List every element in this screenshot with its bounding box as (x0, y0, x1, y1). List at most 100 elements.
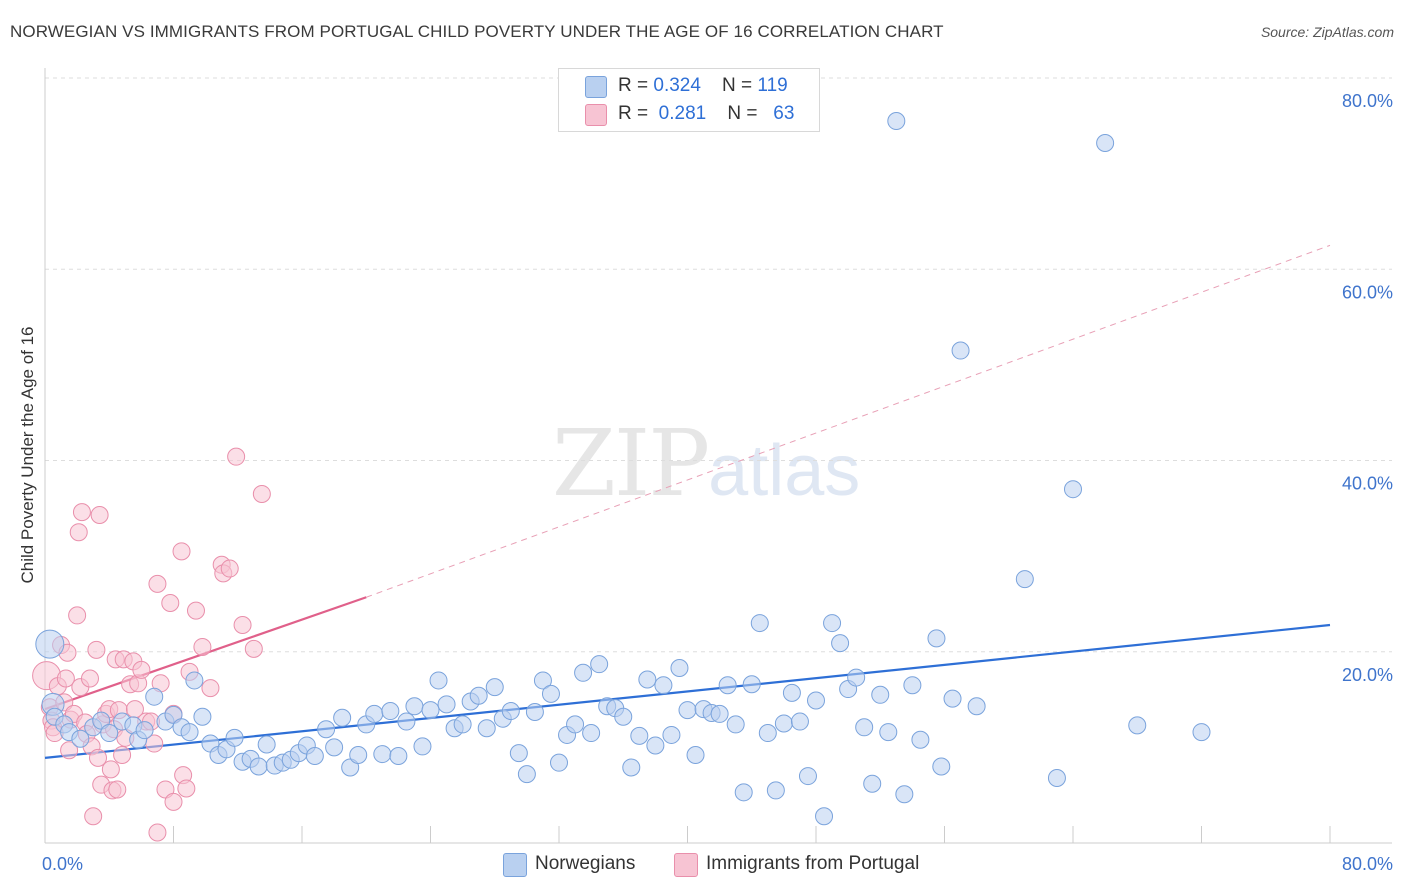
norwegian-point (823, 614, 842, 633)
norwegian-point (566, 715, 585, 734)
norwegian-point (718, 676, 737, 695)
norwegian-point (582, 724, 601, 743)
norwegian-point (654, 676, 673, 695)
norwegian-point (686, 746, 705, 765)
norwegian-point (193, 707, 212, 726)
norwegian-point (967, 697, 986, 716)
watermark: ZIPatlas (552, 410, 860, 517)
norwegian-point (71, 729, 90, 748)
portugal-point (201, 679, 220, 698)
norwegian-point (389, 746, 408, 765)
norwegian-point (421, 701, 440, 720)
norwegian-point (541, 684, 560, 703)
y-tick-label-40: 40.0% (1342, 474, 1393, 494)
norwegian-point (798, 767, 817, 786)
norwegian-point (932, 757, 951, 776)
norwegian-point (1015, 570, 1034, 589)
trend-lines (44, 244, 1331, 759)
portugal-point (84, 807, 103, 826)
norwegian-point (477, 719, 496, 738)
portugal-point (132, 660, 151, 679)
norwegian-point (349, 746, 368, 765)
norwegian-point (790, 712, 809, 731)
norwegian-point (630, 726, 649, 745)
norwegian-point (550, 753, 568, 772)
norwegian-point (517, 765, 536, 784)
norwegian-point (35, 629, 65, 659)
norwegian-point (100, 724, 119, 743)
norwegian-point (381, 702, 400, 721)
norwegian-point (758, 724, 777, 743)
norwegian-trend-line (44, 623, 1331, 759)
axes (44, 68, 1392, 844)
portugal-point (193, 637, 212, 656)
norwegian-point (662, 725, 681, 744)
norwegian-point (646, 736, 665, 755)
norwegian-point (429, 671, 448, 690)
norwegian-point (847, 668, 866, 687)
portugal-points (32, 447, 271, 842)
portugal-point (227, 447, 246, 466)
norwegian-point (485, 678, 504, 697)
norwegian-point (469, 686, 488, 705)
portugal-point (220, 559, 239, 578)
portugal-point (172, 542, 191, 561)
norwegian-point (574, 663, 593, 682)
norwegian-point (590, 655, 609, 674)
norwegian-point (782, 683, 801, 702)
norwegian-point (405, 697, 424, 716)
legend-text-portugal: R = 0.281 N = 63 (618, 103, 795, 124)
portugal-point (252, 484, 271, 503)
portugal-point (56, 669, 75, 688)
y-tick-label-20: 20.0% (1342, 665, 1393, 685)
portugal-point (101, 760, 120, 779)
norwegian-point (249, 757, 268, 776)
norwegian-point (887, 112, 906, 131)
norwegian-point (670, 659, 689, 678)
norwegian-point (1096, 134, 1115, 153)
norwegian-point (774, 714, 793, 733)
norwegian-point (1128, 716, 1147, 735)
norwegian-point (638, 670, 657, 689)
x-tick-label-80: 80.0% (1342, 854, 1393, 874)
norwegian-point (911, 730, 930, 749)
norwegian-point (927, 629, 946, 648)
portugal-point (89, 748, 108, 767)
norwegian-point (871, 685, 890, 704)
portugal-point (90, 506, 109, 525)
norwegian-point (225, 728, 244, 747)
norwegian-point (525, 702, 544, 721)
norwegian-point (622, 758, 641, 777)
portugal-point (108, 780, 127, 799)
portugal-point (233, 615, 252, 634)
norwegian-point (614, 707, 633, 726)
norwegian-point (533, 671, 552, 690)
portugal-point (186, 601, 205, 620)
norwegian-point (710, 704, 729, 723)
portugal-point (164, 792, 183, 811)
norwegian-point (815, 807, 834, 826)
norwegian-point (1064, 480, 1082, 499)
chart-title: NORWEGIAN VS IMMIGRANTS FROM PORTUGAL CH… (10, 22, 944, 41)
norwegian-point (903, 676, 922, 695)
portugal-trend-extension (366, 244, 1331, 598)
legend-swatch-portugal (585, 104, 607, 126)
norwegian-points (35, 112, 1211, 826)
portugal-point (69, 523, 88, 542)
portugal-point (244, 639, 263, 658)
legend-text-norwegians: R = 0.324 N = 119 (618, 75, 788, 96)
norwegian-point (831, 634, 850, 653)
portugal-point (72, 503, 91, 522)
norwegian-point (750, 614, 769, 633)
portugal-point (68, 606, 87, 625)
bottom-legend-swatch-portugal (674, 853, 698, 877)
norwegian-point (185, 671, 204, 690)
portugal-point (161, 593, 180, 612)
norwegian-point (1047, 768, 1066, 787)
y-tick-label-80: 80.0% (1342, 91, 1393, 111)
portugal-point (80, 669, 99, 688)
norwegian-point (943, 689, 962, 708)
norwegian-point (807, 691, 825, 710)
norwegian-point (145, 687, 164, 706)
